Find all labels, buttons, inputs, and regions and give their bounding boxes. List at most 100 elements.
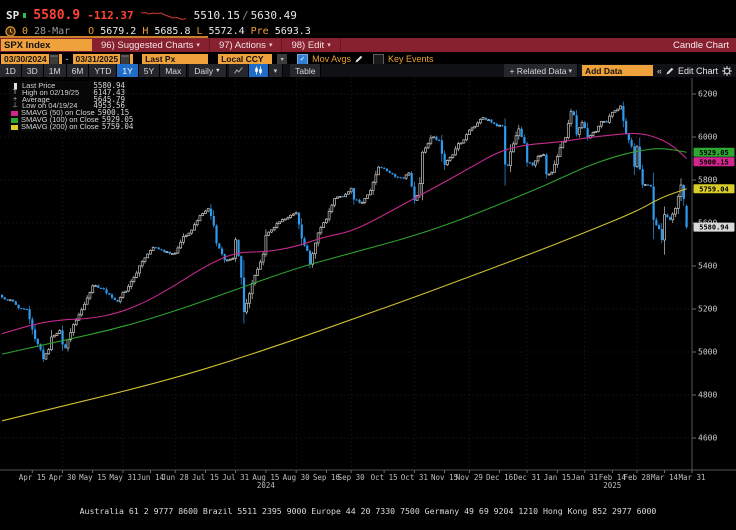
svg-text:Nov 29: Nov 29: [456, 473, 483, 482]
mov-avgs-label[interactable]: Mov Avgs: [312, 54, 351, 64]
add-data-input[interactable]: Add Data: [581, 65, 653, 76]
toolbar-right-group: + Related Data ▾ Add Data « Edit Chart: [504, 64, 736, 77]
menu-actions-label: 97) Actions: [218, 39, 266, 51]
date-from-input[interactable]: 03/30/2024: [1, 53, 62, 65]
collapse-icon[interactable]: «: [656, 65, 662, 76]
range-separator: /: [241, 8, 249, 22]
svg-text:Nov 15: Nov 15: [431, 473, 458, 482]
legend-row: ⊥ Low on 04/19/24 4953.56: [11, 102, 125, 110]
candle-chart-icon: [254, 66, 262, 75]
calendar-icon[interactable]: [48, 53, 59, 65]
key-events-checkbox[interactable]: [372, 53, 384, 65]
svg-text:Sep 30: Sep 30: [338, 473, 366, 482]
svg-text:Jun 28: Jun 28: [162, 473, 190, 482]
mov-avgs-checkbox[interactable]: ✓: [297, 53, 309, 65]
uptick-icon: [23, 12, 27, 18]
pencil-icon[interactable]: [666, 67, 674, 75]
annotate-chart-button[interactable]: [228, 64, 249, 77]
chevron-down-icon: ▾: [268, 42, 273, 49]
range-button-max[interactable]: Max: [160, 64, 188, 77]
quote-header: SP 5580.9 -112.37 5510.15/5630.49: [6, 7, 297, 23]
svg-text:Mar 14: Mar 14: [651, 473, 679, 482]
svg-text:5800: 5800: [698, 176, 717, 185]
chart-controls: 03/30/2024 - 03/31/2025 Last Px Local CC…: [1, 53, 433, 65]
svg-text:Jul 15: Jul 15: [192, 473, 219, 482]
range-button-1d[interactable]: 1D: [0, 64, 22, 77]
calendar-icon[interactable]: [120, 53, 131, 65]
candle-chart-button[interactable]: [248, 64, 269, 77]
svg-text:4800: 4800: [698, 391, 717, 400]
last-price-marker-icon: [13, 83, 17, 90]
range-button-5y[interactable]: 5Y: [138, 64, 161, 77]
range-button-6m[interactable]: 6M: [66, 64, 90, 77]
date-from-value: 03/30/2024: [4, 54, 47, 64]
smavg-line: [1, 132, 687, 335]
day-range: 5510.15/5630.49: [194, 9, 297, 22]
chevron-down-icon: ▾: [196, 42, 200, 49]
legend-label: Last Price: [22, 81, 56, 90]
svg-text:5580.94: 5580.94: [699, 224, 729, 232]
last-price: 5580.9: [33, 7, 81, 23]
candlestick-chart[interactable]: 460048005000520054005600580060006200Apr …: [0, 78, 736, 488]
svg-text:Aug 30: Aug 30: [283, 473, 311, 482]
range-button-ytd[interactable]: YTD: [89, 64, 118, 77]
svg-text:Aug 15: Aug 15: [252, 473, 279, 482]
chart-type-caret[interactable]: ▾: [268, 64, 284, 77]
pre-label: Pre: [250, 25, 269, 37]
gear-icon[interactable]: [722, 65, 732, 76]
avg-marker-icon: +: [12, 95, 18, 103]
high-label: H: [142, 25, 149, 37]
chevron-down-icon: ▼: [215, 67, 221, 74]
low-label: L: [196, 25, 203, 37]
legend-value: 6147.43: [93, 87, 125, 97]
range-low: 5510.15: [193, 8, 240, 22]
svg-text:Oct 31: Oct 31: [401, 473, 428, 482]
currency-select[interactable]: Local CCY: [218, 53, 273, 65]
open-label: O: [88, 25, 95, 37]
svg-text:Jul 31: Jul 31: [222, 473, 249, 482]
svg-text:5900.15: 5900.15: [699, 158, 729, 166]
legend-value: 5580.94: [93, 81, 125, 90]
chart-legend: Last Price 5580.94 T High on 02/19/25 6147.4…: [9, 81, 133, 132]
menu-suggested-charts[interactable]: 96) Suggested Charts ▾: [92, 38, 210, 52]
security-input[interactable]: SPX Index: [1, 39, 92, 51]
legend-swatch: [11, 117, 18, 123]
svg-text:Apr 30: Apr 30: [49, 473, 77, 482]
menu-suggested-charts-label: 96) Suggested Charts: [101, 39, 194, 51]
svg-text:Sep 16: Sep 16: [313, 473, 341, 482]
svg-text:Jan 15: Jan 15: [544, 473, 571, 482]
legend-row: T High on 02/19/25 6147.43: [11, 87, 125, 97]
svg-text:5759.04: 5759.04: [699, 185, 729, 193]
legend-label: Average: [22, 94, 50, 104]
candlestick-series: [1, 101, 688, 362]
high-value: 5685.8: [154, 25, 191, 37]
period-select[interactable]: Daily ▼: [189, 64, 227, 77]
legend-value: 5900.15: [97, 108, 130, 118]
ticker-symbol: SP: [6, 8, 20, 22]
table-button[interactable]: Table: [290, 64, 322, 77]
menu-actions[interactable]: 97) Actions ▾: [210, 38, 283, 52]
key-events-label[interactable]: Key Events: [387, 54, 434, 64]
currency-caret[interactable]: ▾: [277, 53, 288, 65]
pre-value: 5693.3: [274, 25, 311, 37]
related-data-button[interactable]: + Related Data ▾: [504, 64, 578, 77]
range-button-3d[interactable]: 3D: [21, 64, 44, 77]
edit-chart-button[interactable]: Edit Chart: [677, 65, 718, 76]
legend-row: SMAVG (200) on Close 5759.04: [11, 123, 133, 131]
svg-text:2024: 2024: [257, 481, 276, 488]
clock-icon: [5, 25, 16, 37]
price-change: -112.37: [87, 8, 134, 22]
range-button-1m[interactable]: 1M: [43, 64, 67, 77]
range-button-1y[interactable]: 1Y: [117, 64, 139, 77]
menu-edit[interactable]: 98) Edit ▾: [282, 38, 341, 52]
smavg-line: [1, 188, 687, 422]
session-flag: 0: [22, 25, 29, 37]
date-to-input[interactable]: 03/31/2025: [72, 53, 134, 65]
price-field-select[interactable]: Last Px: [142, 53, 209, 65]
svg-text:Jun 14: Jun 14: [137, 473, 165, 482]
svg-text:Feb 28: Feb 28: [623, 473, 651, 482]
pencil-icon[interactable]: [355, 55, 363, 63]
svg-text:May 31: May 31: [109, 473, 136, 482]
svg-text:5400: 5400: [698, 262, 717, 271]
